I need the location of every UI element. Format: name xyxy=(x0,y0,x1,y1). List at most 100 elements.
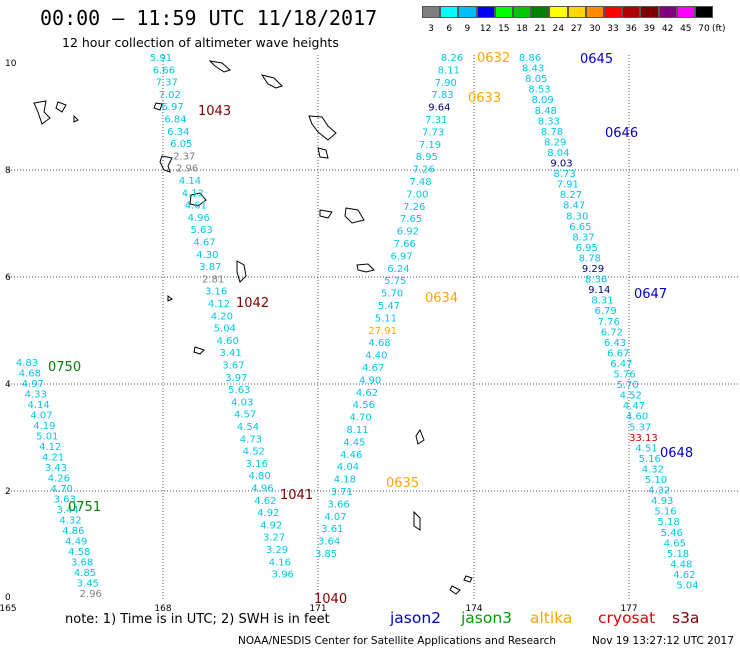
island-outline xyxy=(413,510,421,531)
wave-height-value: 4.14 xyxy=(27,400,49,411)
satellite-legend-altika: altika xyxy=(530,609,573,627)
wave-height-value: 8.43 xyxy=(522,64,544,75)
scale-swatch-30 xyxy=(585,6,604,18)
wave-height-value: 3.64 xyxy=(318,537,340,548)
island-outline xyxy=(159,155,173,173)
scale-swatch-24 xyxy=(549,6,568,18)
y-tick-label: 6 xyxy=(5,273,11,283)
wave-height-value: 8.86 xyxy=(519,53,541,64)
wave-height-value: 8.04 xyxy=(547,148,569,159)
wave-height-value: 8.47 xyxy=(563,201,585,212)
axis-tick-labels: 165 168 171 174 177 0 2 4 6 8 10 xyxy=(0,59,638,614)
scale-label-15: 15 xyxy=(498,24,510,34)
wave-height-value: 4.32 xyxy=(642,464,664,475)
credit-line: NOAA/NESDIS Center for Satellite Applica… xyxy=(238,635,556,647)
scale-label-36: 36 xyxy=(625,24,637,34)
wave-height-value: 5.91 xyxy=(150,53,172,64)
wave-height-value: 3.41 xyxy=(219,348,241,359)
wave-height-value: 4.56 xyxy=(353,400,375,411)
wave-height-value: 6.79 xyxy=(594,306,616,317)
wave-height-value: 7.83 xyxy=(431,90,453,101)
pressure-label: 1042 xyxy=(236,296,269,311)
wave-height-value: 4.54 xyxy=(237,422,259,433)
wave-height-value: 4.83 xyxy=(16,358,38,369)
scale-label-70: 70 xyxy=(698,24,710,34)
wave-height-value: 7.00 xyxy=(406,189,428,200)
wave-height-value: 4.68 xyxy=(19,369,41,380)
wave-height-value: 27.91 xyxy=(368,326,397,337)
wave-height-value: 7.91 xyxy=(557,180,579,191)
wave-height-value: 4.03 xyxy=(231,397,253,408)
wave-height-value: 8.31 xyxy=(591,296,613,307)
wave-height-value: 4.60 xyxy=(217,336,239,347)
wave-height-value: 9.64 xyxy=(428,103,450,114)
wave-height-values: 5.916.667.377.026.976.846.346.052.372.96… xyxy=(16,53,699,600)
scale-label-6: 6 xyxy=(446,24,453,34)
wave-height-value: 3.43 xyxy=(45,463,67,474)
wave-height-value: 5.70 xyxy=(381,289,403,300)
wave-height-value: 4.70 xyxy=(350,413,372,424)
wave-height-value: 3.67 xyxy=(222,361,244,372)
pass-time-label: 0645 xyxy=(580,52,613,67)
x-tick-label: 177 xyxy=(620,604,637,614)
scale-label-3: 3 xyxy=(428,24,434,34)
wave-height-value: 4.18 xyxy=(334,475,356,486)
wave-height-value: 3.63 xyxy=(54,495,76,506)
wave-height-value: 4.92 xyxy=(257,508,279,519)
wave-height-value: 3.71 xyxy=(331,487,353,498)
wave-height-value: 4.67 xyxy=(362,363,384,374)
wave-height-value: 4.12 xyxy=(208,299,230,310)
scale-swatch-12 xyxy=(476,6,495,18)
scale-label-24: 24 xyxy=(552,24,565,34)
island-outline xyxy=(317,147,329,159)
wave-height-value: 8.27 xyxy=(560,190,582,201)
island-outline xyxy=(167,295,173,302)
wave-height-value: 3.27 xyxy=(263,533,285,544)
wave-height-value: 9.03 xyxy=(550,159,572,170)
pass-time-label: 0633 xyxy=(468,91,501,106)
wave-height-value: 4.49 xyxy=(65,537,87,548)
island-outline xyxy=(344,207,365,224)
wave-height-value: 7.48 xyxy=(409,177,431,188)
footer-note: note: 1) Time is in UTC; 2) SWH is in fe… xyxy=(65,612,330,627)
wave-height-value: 4.14 xyxy=(179,176,201,187)
wave-height-value: 8.78 xyxy=(579,253,601,264)
wave-height-value: 7.26 xyxy=(403,202,425,213)
wave-height-value: 7.19 xyxy=(419,140,441,151)
page-title: 00:00 – 11:59 UTC 11/18/2017 xyxy=(40,6,378,30)
wave-height-value: 3.85 xyxy=(315,549,337,560)
wave-height-value: 8.26 xyxy=(441,53,463,64)
wave-height-value: 6.66 xyxy=(153,65,175,76)
wave-height-value: 7.66 xyxy=(394,239,416,250)
wave-height-value: 4.70 xyxy=(51,484,73,495)
wave-height-value: 4.21 xyxy=(42,453,64,464)
scale-swatch-9 xyxy=(458,6,477,18)
wave-height-value: 5.76 xyxy=(613,370,635,381)
wave-height-value: 5.01 xyxy=(36,432,58,443)
wave-height-value: 7.02 xyxy=(159,90,181,101)
wave-height-value: 4.07 xyxy=(324,512,346,523)
satellite-legend-jason2: jason2 xyxy=(390,609,442,627)
pass-time-label: 0751 xyxy=(68,500,101,515)
wave-height-value: 4.33 xyxy=(25,390,47,401)
pass-time-label: 0634 xyxy=(425,291,458,306)
wave-height-value: 4.96 xyxy=(251,484,273,495)
pressure-label: 1043 xyxy=(198,104,231,119)
scale-swatch-36 xyxy=(622,6,641,18)
wave-height-value: 4.32 xyxy=(59,516,81,527)
island-outline xyxy=(193,346,205,355)
wave-height-value: 5.16 xyxy=(639,454,661,465)
y-tick-label: 4 xyxy=(5,380,11,390)
wave-height-value: 3.97 xyxy=(225,373,247,384)
wave-height-value: 4.90 xyxy=(359,375,381,386)
x-tick-label: 168 xyxy=(154,604,171,614)
wave-height-value: 4.65 xyxy=(664,538,686,549)
pressure-label: 1041 xyxy=(280,488,313,503)
wave-height-value: 7.37 xyxy=(156,78,178,89)
wave-height-value: 6.84 xyxy=(164,115,186,126)
wave-height-value: 5.18 xyxy=(657,517,679,528)
scale-swatch-3 xyxy=(422,6,441,18)
scale-swatch-27 xyxy=(567,6,586,18)
wave-height-value: 6.67 xyxy=(607,348,629,359)
